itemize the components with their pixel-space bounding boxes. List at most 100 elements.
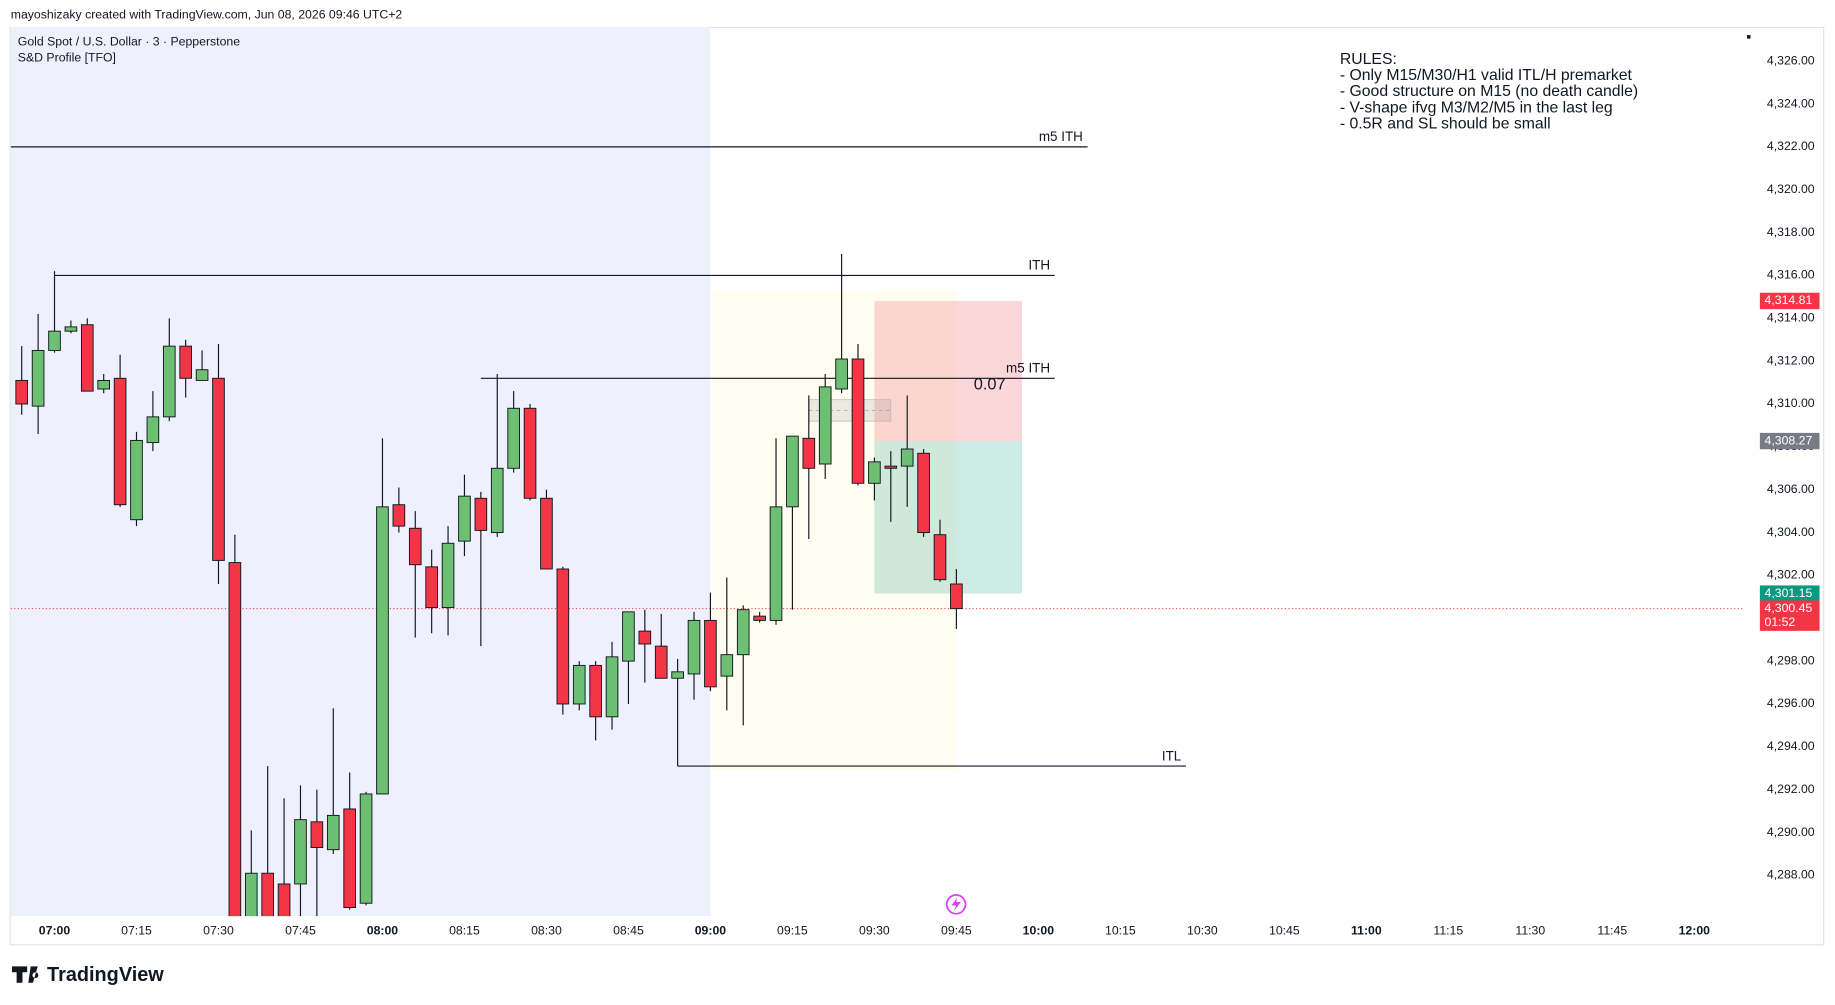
candle-body — [113, 377, 127, 506]
candle-body — [326, 814, 340, 851]
logo-text: TradingView — [47, 964, 164, 986]
candle-body — [671, 671, 684, 679]
candle-body — [31, 349, 45, 407]
candle-body — [851, 358, 865, 484]
x-tick-label: 11:30 — [1515, 924, 1545, 938]
y-tick-label: 4,316.00 — [1767, 268, 1815, 282]
alert-icon[interactable] — [945, 894, 967, 915]
x-tick-label: 09:00 — [695, 924, 727, 938]
candle-body — [490, 467, 504, 534]
y-tick-label: 4,320.00 — [1767, 182, 1815, 196]
y-tick-label: 4,318.00 — [1767, 225, 1815, 239]
candle-body — [868, 461, 881, 484]
candle-body — [884, 465, 898, 469]
y-tick-label: 4,294.00 — [1767, 739, 1815, 753]
indicator: S&D Profile [TFO] — [18, 51, 116, 65]
y-tick-label: 4,306.00 — [1767, 482, 1815, 496]
candle-body — [818, 386, 832, 465]
level-label: ITH — [1028, 258, 1050, 273]
x-tick-label: 07:45 — [285, 924, 316, 938]
x-tick-label: 07:15 — [121, 924, 152, 938]
x-tick-label: 11:00 — [1351, 924, 1382, 938]
candle-body — [212, 377, 225, 561]
x-tick-label: 07:30 — [203, 924, 234, 938]
y-tick-label: 4,326.00 — [1767, 53, 1815, 67]
candle-body — [622, 611, 635, 662]
candle-body — [261, 872, 274, 917]
frame — [9, 26, 1825, 946]
candle-body — [917, 452, 930, 534]
candle-body — [343, 808, 356, 908]
x-tick-label: 11:45 — [1597, 924, 1627, 938]
price-label: 4,308.27 — [1765, 433, 1813, 447]
candle-body — [802, 437, 816, 469]
credit: mayoshizaky created with TradingView.com… — [11, 7, 403, 21]
candle-body — [97, 379, 111, 390]
zone-box — [710, 290, 957, 771]
y-tick-label: 4,288.00 — [1767, 868, 1815, 882]
x-tick-label: 08:15 — [449, 924, 480, 938]
x-tick-label: 07:00 — [39, 924, 71, 938]
level-label: m5 ITH — [1039, 129, 1083, 144]
candle-body — [392, 504, 406, 527]
x-tick-label: 09:30 — [859, 924, 890, 938]
price-label: 4,301.15 — [1765, 586, 1813, 600]
candle-body — [294, 819, 307, 885]
candle-body — [179, 345, 193, 379]
candle-body — [950, 583, 963, 610]
candle-body — [228, 562, 242, 917]
candle-body — [605, 656, 619, 718]
candle-body — [376, 506, 389, 795]
candle-body — [277, 883, 291, 917]
x-tick-label: 10:00 — [1023, 924, 1055, 938]
price-label-box — [1759, 292, 1820, 310]
candle-body — [162, 345, 176, 418]
candle-body — [687, 619, 701, 675]
x-tick-label: 10:30 — [1187, 924, 1218, 938]
candle-body — [48, 330, 61, 351]
candle-body — [638, 630, 652, 645]
candle-body — [556, 568, 570, 705]
logo — [11, 966, 39, 983]
candle-body — [458, 495, 471, 542]
candle-body — [720, 654, 734, 677]
candle-body — [540, 497, 553, 570]
candle-body — [753, 615, 766, 621]
symbol: Gold Spot / U.S. Dollar · 3 · Pepperston… — [18, 34, 240, 48]
candle-body — [425, 566, 438, 609]
candle-body — [572, 664, 586, 705]
candle-body — [786, 435, 799, 508]
y-tick-label: 4,310.00 — [1767, 396, 1815, 410]
x-tick-label: 10:45 — [1269, 924, 1300, 938]
last-price-box — [1759, 600, 1820, 631]
level-label: m5 ITH — [1006, 360, 1050, 375]
candle-body — [359, 793, 373, 904]
candle-body — [704, 619, 717, 688]
rules-line: - 0.5R and SL should be small — [1340, 115, 1551, 132]
rules-line: - Only M15/M30/H1 valid ITL/H premarket — [1340, 67, 1633, 84]
countdown: 01:52 — [1765, 615, 1796, 629]
candle-body — [933, 534, 947, 581]
stop-zone — [874, 300, 1022, 442]
rules-line: RULES: — [1340, 51, 1397, 68]
rules-line: - Good structure on M15 (no death candle… — [1340, 83, 1638, 100]
candle-body — [769, 506, 783, 621]
position-label: 0.07 — [974, 375, 1006, 393]
y-tick-label: 4,324.00 — [1767, 96, 1815, 110]
candle-body — [64, 326, 78, 332]
candle-body — [523, 407, 537, 499]
candle-body — [589, 664, 602, 718]
candle-body — [15, 379, 29, 405]
y-tick-label: 4,298.00 — [1767, 653, 1815, 667]
candle-body — [80, 324, 94, 392]
candle-body — [408, 527, 422, 566]
target-zone — [874, 441, 1022, 594]
x-tick-label: 12:00 — [1679, 924, 1711, 938]
candle-body — [835, 358, 848, 390]
x-tick-label: 09:45 — [941, 924, 972, 938]
y-tick-label: 4,296.00 — [1767, 696, 1815, 710]
x-tick-label: 08:45 — [613, 924, 644, 938]
rules-line: - V-shape ifvg M3/M2/M5 in the last leg — [1340, 99, 1613, 116]
